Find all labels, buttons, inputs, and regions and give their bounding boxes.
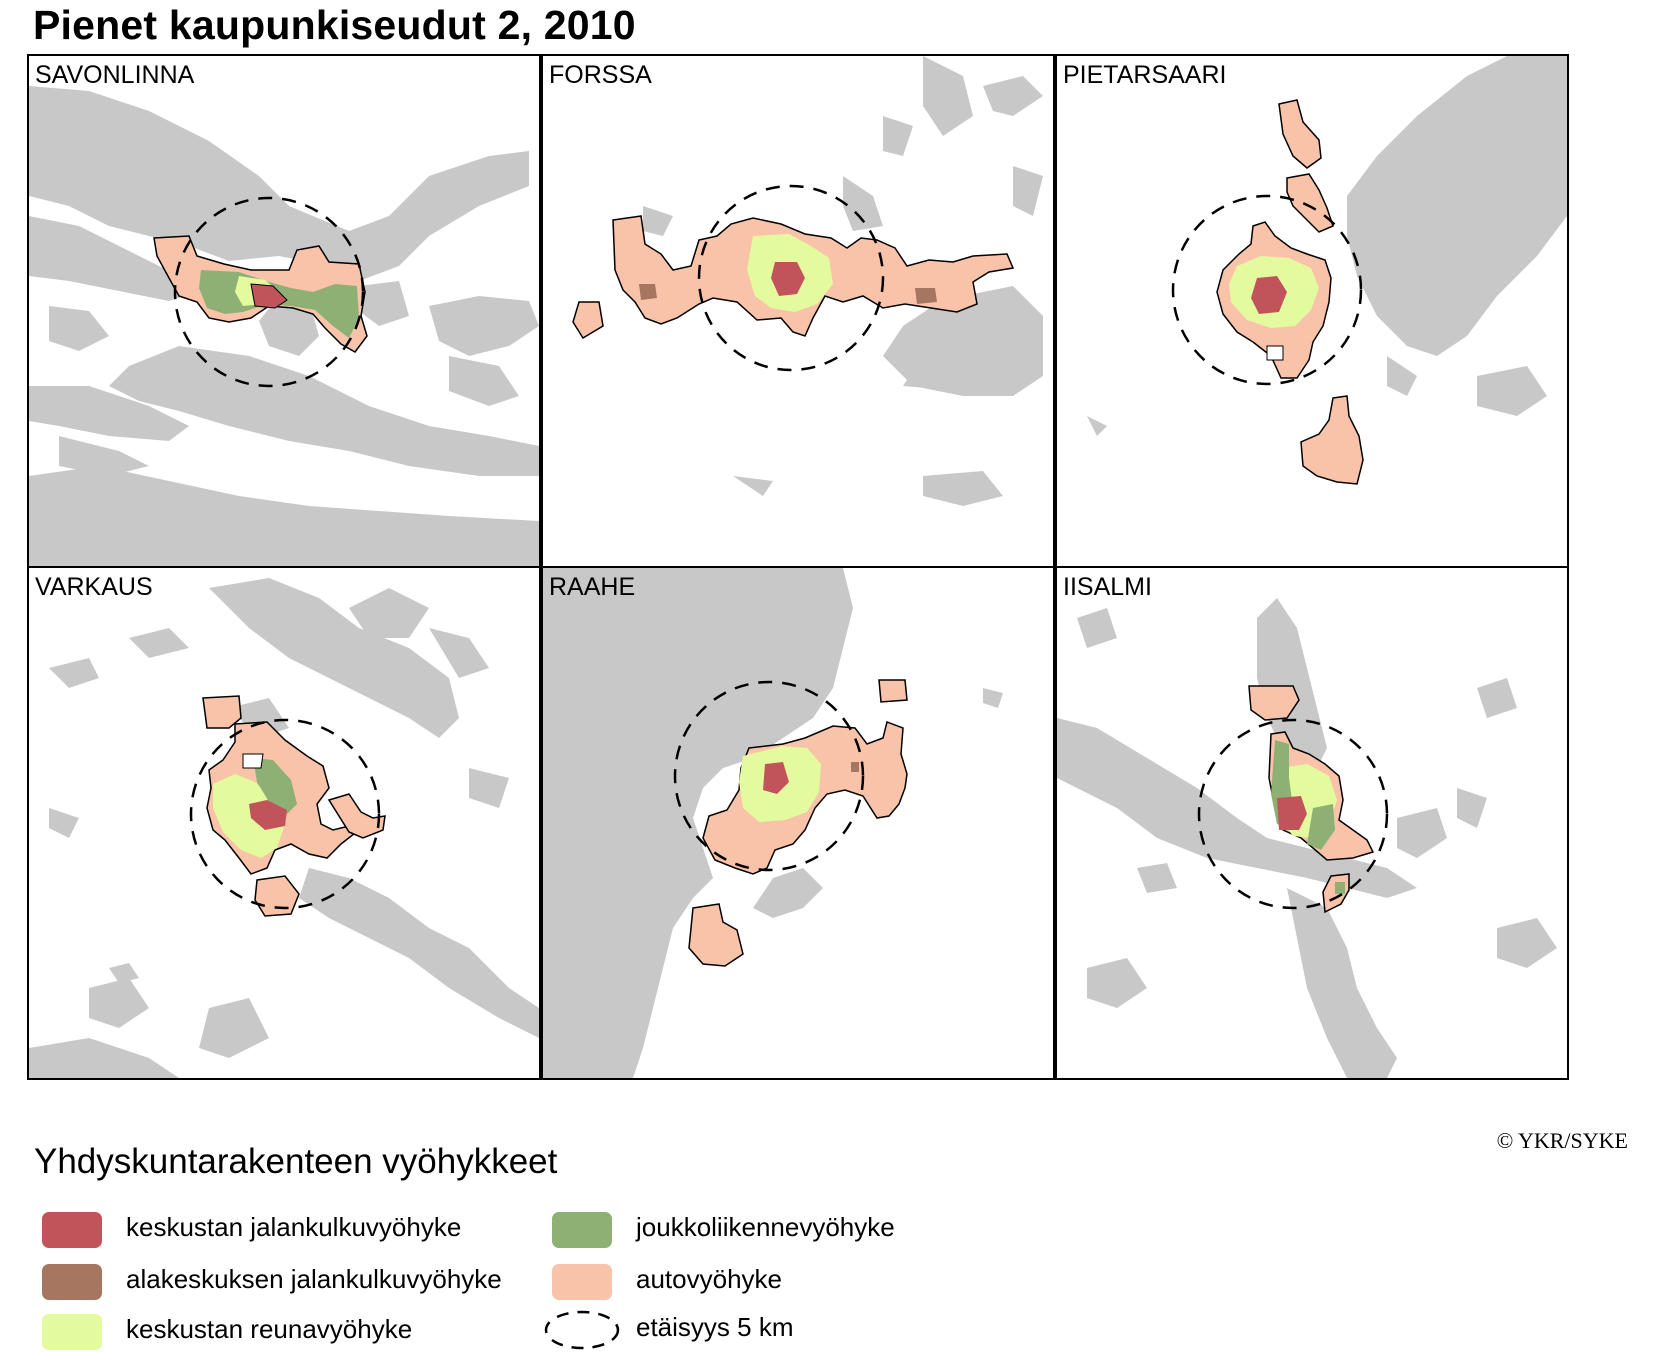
distance-5km-circle bbox=[673, 680, 865, 872]
map-canvas bbox=[572, 56, 1043, 506]
panel-label: FORSSA bbox=[549, 61, 652, 89]
legend-swatch bbox=[552, 1264, 612, 1300]
legend-label: autovyöhyke bbox=[636, 1264, 782, 1294]
legend-swatch bbox=[42, 1314, 102, 1350]
map-canvas bbox=[543, 568, 1003, 1078]
map-title: Pienet kaupunkiseudut 2, 2010 bbox=[33, 2, 636, 48]
zones-iisalmi bbox=[1248, 685, 1375, 914]
distance-5km-circle bbox=[173, 196, 365, 388]
copyright-credit: © YKR/SYKE bbox=[1496, 1128, 1628, 1153]
water-bodies bbox=[29, 578, 539, 1078]
legend-label: etäisyys 5 km bbox=[636, 1312, 794, 1342]
water-bodies bbox=[29, 86, 539, 566]
legend-swatch bbox=[552, 1212, 612, 1248]
map-panel-iisalmi: IISALMI bbox=[1055, 566, 1569, 1080]
water-bodies bbox=[1087, 56, 1567, 436]
zones-varkaus bbox=[202, 695, 386, 917]
panel-label: IISALMI bbox=[1063, 573, 1152, 601]
water-bodies bbox=[643, 56, 1043, 506]
distance-5km-circle bbox=[189, 718, 381, 910]
distance-5km-circle bbox=[1171, 194, 1363, 386]
map-panel-forssa: FORSSA bbox=[541, 54, 1055, 568]
zones-savonlinna bbox=[153, 235, 368, 353]
panel-label: RAAHE bbox=[549, 573, 636, 601]
map-canvas bbox=[29, 578, 539, 1078]
legend-label: alakeskuksen jalankulkuvyöhyke bbox=[126, 1264, 502, 1294]
legend-label: keskustan jalankulkuvyöhyke bbox=[126, 1212, 462, 1242]
map-panel-raahe: RAAHE bbox=[541, 566, 1055, 1080]
map-panel-savonlinna: SAVONLINNA bbox=[27, 54, 541, 568]
map-canvas bbox=[1087, 56, 1567, 485]
legend-swatch bbox=[42, 1264, 102, 1300]
legend-swatch bbox=[42, 1212, 102, 1248]
panel-label: VARKAUS bbox=[35, 573, 153, 601]
legend-title: Yhdyskuntarakenteen vyöhykkeet bbox=[34, 1142, 558, 1181]
map-canvas bbox=[1057, 598, 1557, 1078]
legend-label: keskustan reunavyöhyke bbox=[126, 1314, 413, 1344]
distance-5km-circle bbox=[1197, 718, 1389, 910]
map-canvas bbox=[29, 86, 539, 566]
legend-label: joukkoliikennevyöhyke bbox=[636, 1212, 895, 1242]
panel-label: PIETARSAARI bbox=[1063, 61, 1227, 89]
zones-forssa bbox=[572, 215, 1015, 340]
dashed-circle-icon bbox=[544, 1310, 620, 1350]
map-panel-pietarsaari: PIETARSAARI bbox=[1055, 54, 1569, 568]
zones-raahe bbox=[688, 679, 908, 967]
map-panel-varkaus: VARKAUS bbox=[27, 566, 541, 1080]
zones-pietarsaari bbox=[1216, 99, 1364, 485]
panel-label: SAVONLINNA bbox=[35, 61, 195, 89]
distance-5km-circle bbox=[697, 184, 885, 372]
